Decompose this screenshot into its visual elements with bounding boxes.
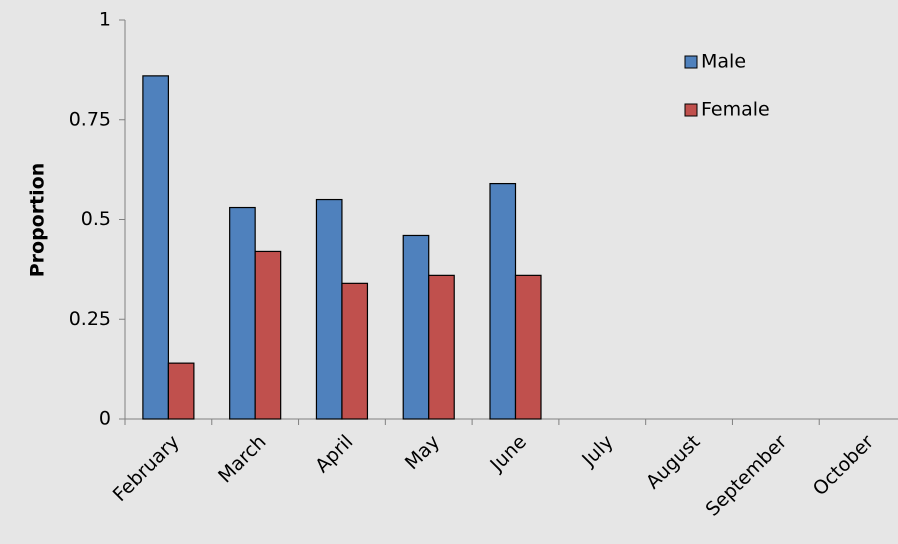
bar: [341, 282, 369, 420]
legend-swatch: [684, 55, 698, 69]
bar: [402, 234, 430, 420]
bar: [514, 274, 542, 420]
y-axis-label: Proportion: [27, 163, 49, 278]
y-tick-label: 0: [99, 408, 111, 430]
bar: [254, 250, 282, 420]
y-tick-label: 0.75: [69, 108, 111, 130]
legend-swatch: [684, 103, 698, 117]
bar: [142, 75, 169, 420]
y-tick-label: 0.25: [69, 308, 111, 330]
bar: [229, 206, 256, 420]
bar: [428, 274, 455, 420]
legend-label: Male: [701, 51, 746, 73]
bar: [489, 182, 517, 420]
y-tick-label: 0.5: [81, 208, 111, 230]
y-tick-label: 1: [99, 9, 111, 31]
bar: [167, 362, 195, 420]
bar: [315, 198, 343, 420]
legend-label: Female: [701, 99, 770, 121]
